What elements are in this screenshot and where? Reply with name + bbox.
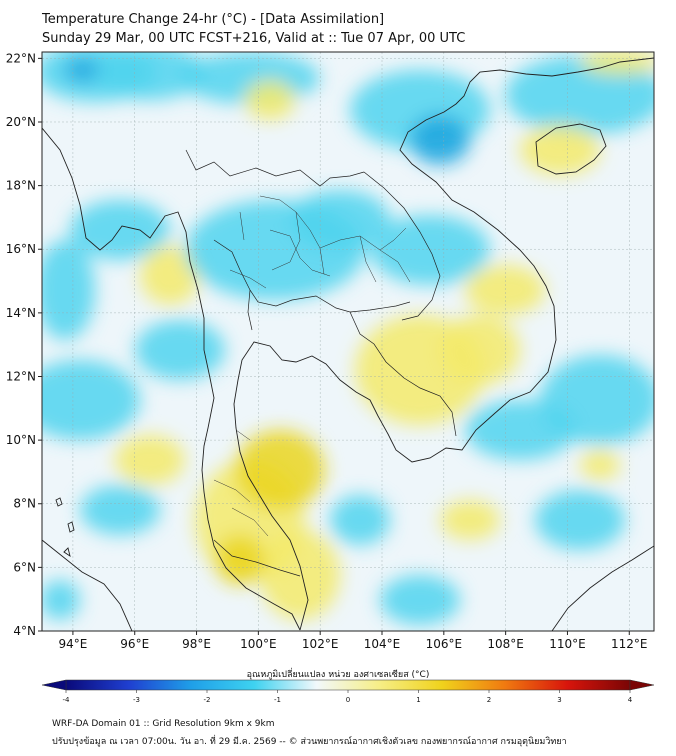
- field-blob: [290, 190, 390, 250]
- lon-tick-label: 112°E: [611, 637, 648, 651]
- andaman-islands: [55, 497, 75, 558]
- lon-tick-label: 106°E: [426, 637, 463, 651]
- coastline-gulf-of-thailand: [233, 57, 654, 631]
- colorbar-tick-label: -4: [63, 696, 71, 704]
- field-blob: [245, 80, 295, 120]
- lat-tick-label: 10°N: [6, 433, 36, 447]
- field-blob: [440, 315, 520, 385]
- field-blob: [135, 320, 225, 380]
- field-blob: [440, 500, 500, 540]
- borneo-coast: [551, 545, 654, 631]
- colorbar-label: อุณหภูมิเปลี่ยนแปลง หน่วย องศาเซลเซียส (…: [246, 670, 430, 680]
- graticule: [42, 52, 654, 631]
- longitude-axis: 94°E 96°E 98°E 100°E 102°E 104°E 106°E 108°E 110…: [58, 631, 648, 651]
- plot-frame: [41, 51, 655, 632]
- lat-tick-label: 18°N: [6, 179, 36, 193]
- field-blob: [380, 575, 460, 625]
- colorbar-tick-label: 2: [487, 696, 491, 704]
- field-blob: [235, 430, 325, 510]
- coastline-bay-of-bengal: [42, 127, 301, 631]
- lon-tick-label: 94°E: [58, 637, 87, 651]
- field-blob: [330, 495, 390, 545]
- colorbar-tick-label: -3: [133, 696, 140, 704]
- lon-tick-label: 110°E: [549, 637, 586, 651]
- sumatra-coast: [42, 539, 133, 631]
- field-blob: [410, 115, 470, 165]
- field-blob: [465, 265, 545, 315]
- lat-tick-label: 20°N: [6, 115, 36, 129]
- lon-tick-label: 98°E: [182, 637, 211, 651]
- map-title: Temperature Change 24-hr (°C) - [Data As…: [42, 12, 385, 27]
- lon-tick-label: 96°E: [120, 637, 149, 651]
- colorbar-tick-label: 4: [628, 696, 633, 704]
- temperature-change-map: 94°E 96°E 98°E 100°E 102°E 104°E 106°E 108°E 110…: [6, 51, 655, 651]
- colorbar-max-extend: [629, 679, 655, 691]
- lat-tick-label: 4°N: [13, 624, 36, 638]
- colorbar-body: [65, 679, 631, 691]
- lon-tick-label: 102°E: [302, 637, 339, 651]
- country-borders: [185, 149, 457, 577]
- field-blob: [42, 580, 80, 620]
- field-blob: [115, 435, 185, 485]
- colorbar-tick-label: -1: [274, 696, 281, 704]
- field-blob: [42, 360, 140, 440]
- field-blob: [95, 52, 205, 100]
- lat-tick-label: 6°N: [13, 560, 36, 574]
- colorbar-tick-label: 1: [416, 696, 420, 704]
- field-blob: [260, 530, 340, 620]
- lat-tick-label: 22°N: [6, 51, 36, 65]
- lat-tick-label: 8°N: [13, 497, 36, 511]
- lat-tick-label: 16°N: [6, 242, 36, 256]
- colorbar-tick-label: 3: [557, 696, 561, 704]
- field-blob: [535, 490, 625, 550]
- province-borders: [213, 195, 411, 537]
- hainan-island: [535, 123, 607, 175]
- latitude-axis: 4°N 6°N 8°N 10°N 12°N 14°N 16°N 18°N 20°N 22°N: [6, 51, 42, 638]
- colorbar-tick-label: -2: [204, 696, 211, 704]
- field-blob: [580, 450, 620, 480]
- colorbar-tick-label: 0: [346, 696, 350, 704]
- coastlines-and-borders: [42, 57, 654, 631]
- colorbar: -4 -3 -2 -1 0 1 2 3 4: [41, 679, 655, 704]
- lon-tick-label: 100°E: [240, 637, 277, 651]
- footer-model-info: WRF-DA Domain 01 :: Grid Resolution 9km …: [52, 719, 275, 729]
- field-blob: [520, 125, 600, 175]
- lat-tick-label: 14°N: [6, 306, 36, 320]
- field-blob: [42, 240, 95, 340]
- field-blob: [540, 355, 654, 445]
- map-subtitle: Sunday 29 Mar, 00 UTC FCST+216, Valid at…: [42, 31, 466, 46]
- field-blob: [64, 58, 104, 82]
- field-blob: [80, 485, 160, 535]
- field-blob: [140, 245, 200, 305]
- footer-credit: ปรับปรุงข้อมูล ณ เวลา 07:00น. วัน อา. ที…: [52, 737, 567, 747]
- field-blob: [215, 535, 265, 585]
- temperature-field: [42, 52, 654, 631]
- field-blob: [70, 200, 170, 260]
- lat-tick-label: 12°N: [6, 369, 36, 383]
- colorbar-min-extend: [41, 679, 67, 691]
- lon-tick-label: 104°E: [364, 637, 401, 651]
- lon-tick-label: 108°E: [487, 637, 524, 651]
